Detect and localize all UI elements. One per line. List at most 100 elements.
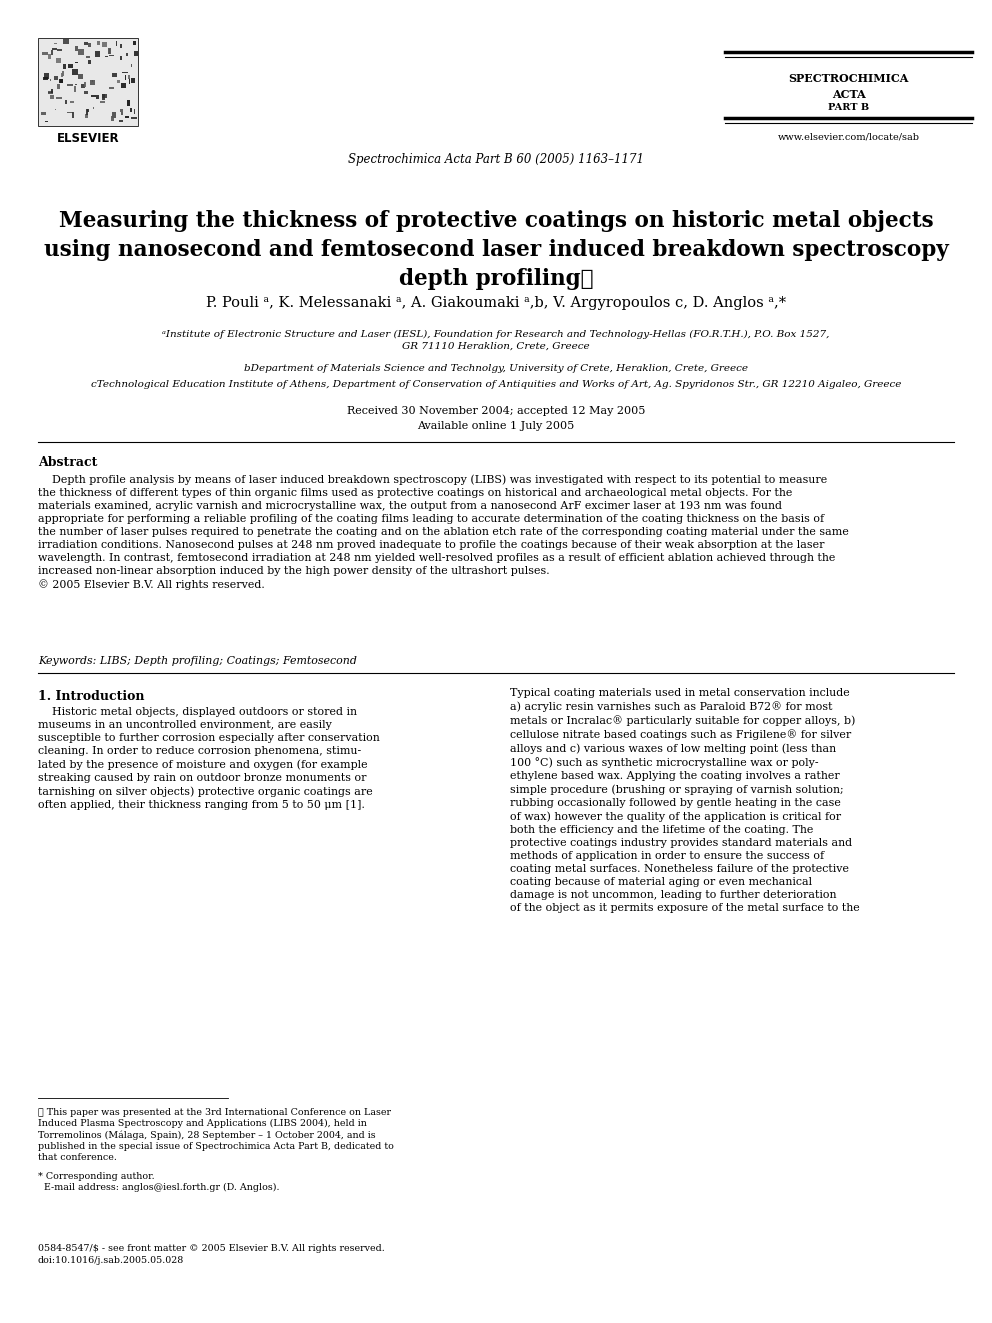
Bar: [131, 78, 135, 83]
Bar: [60, 79, 62, 83]
Bar: [72, 69, 77, 74]
Bar: [84, 114, 88, 119]
Text: 1. Introduction: 1. Introduction: [38, 691, 145, 703]
Text: Spectrochimica Acta Part B 60 (2005) 1163–1171: Spectrochimica Acta Part B 60 (2005) 116…: [348, 153, 644, 167]
Bar: [130, 108, 132, 112]
Bar: [112, 112, 116, 118]
Bar: [108, 48, 111, 54]
Text: P. Pouli ᵃ, K. Melessanaki ᵃ, A. Giakoumaki ᵃ,b, V. Argyropoulos c, D. Anglos ᵃ,: P. Pouli ᵃ, K. Melessanaki ᵃ, A. Giakoum…: [206, 296, 786, 310]
Text: Abstract: Abstract: [38, 456, 97, 468]
Bar: [41, 112, 46, 115]
Text: PART B: PART B: [828, 103, 869, 112]
Bar: [72, 112, 74, 118]
Bar: [120, 108, 123, 112]
Bar: [85, 56, 90, 58]
Bar: [65, 101, 66, 103]
Bar: [101, 94, 105, 101]
Text: SPECTROCHIMICA: SPECTROCHIMICA: [789, 73, 909, 83]
Bar: [63, 64, 66, 69]
Bar: [51, 95, 54, 98]
Text: ELSEVIER: ELSEVIER: [57, 131, 119, 144]
Bar: [129, 78, 130, 85]
Bar: [57, 49, 62, 52]
Bar: [85, 108, 88, 115]
Bar: [54, 75, 59, 81]
Bar: [52, 50, 54, 54]
Bar: [84, 42, 88, 45]
Bar: [62, 73, 63, 77]
Bar: [131, 65, 132, 67]
Bar: [121, 83, 126, 89]
Bar: [91, 95, 96, 97]
Bar: [133, 41, 136, 45]
Bar: [78, 49, 83, 54]
Bar: [51, 90, 54, 93]
Bar: [97, 41, 99, 45]
Bar: [88, 60, 91, 65]
Bar: [134, 52, 138, 56]
Bar: [95, 95, 99, 99]
Bar: [108, 49, 110, 54]
Text: ACTA: ACTA: [831, 89, 865, 99]
Bar: [112, 73, 117, 77]
Text: Measuring the thickness of protective coatings on historic metal objects
using n: Measuring the thickness of protective co…: [44, 210, 948, 290]
Bar: [119, 120, 123, 122]
Bar: [102, 42, 107, 48]
Bar: [66, 85, 72, 86]
Bar: [117, 81, 120, 83]
Bar: [84, 82, 86, 86]
Bar: [91, 79, 93, 82]
Bar: [42, 52, 48, 54]
Bar: [134, 108, 135, 114]
Text: Keywords: LIBS; Depth profiling; Coatings; Femtosecond: Keywords: LIBS; Depth profiling; Coating…: [38, 656, 357, 665]
Bar: [127, 99, 130, 106]
Bar: [74, 86, 76, 93]
Text: Depth profile analysis by means of laser induced breakdown spectroscopy (LIBS) w: Depth profile analysis by means of laser…: [38, 474, 849, 590]
Bar: [63, 38, 68, 44]
Bar: [38, 38, 138, 126]
Text: www.elsevier.com/locate/sab: www.elsevier.com/locate/sab: [778, 132, 920, 142]
Bar: [121, 112, 123, 115]
Bar: [52, 48, 57, 50]
Bar: [50, 79, 52, 81]
Bar: [131, 116, 137, 119]
Bar: [48, 90, 53, 94]
Bar: [68, 64, 72, 67]
Bar: [125, 75, 126, 79]
Bar: [111, 115, 114, 120]
Bar: [94, 52, 100, 57]
Bar: [105, 56, 108, 57]
Bar: [88, 44, 91, 48]
Bar: [126, 53, 128, 56]
Bar: [62, 71, 63, 75]
Bar: [61, 79, 63, 83]
Bar: [74, 62, 78, 64]
Bar: [83, 91, 88, 94]
Bar: [128, 75, 130, 78]
Bar: [92, 107, 94, 110]
Bar: [77, 74, 83, 79]
Bar: [108, 87, 114, 89]
Bar: [56, 97, 62, 98]
Text: * Corresponding author.
  E-mail address: anglos@iesl.forth.gr (D. Anglos).: * Corresponding author. E-mail address: …: [38, 1172, 280, 1192]
Text: ᵃInstitute of Electronic Structure and Laser (IESL), Foundation for Research and: ᵃInstitute of Electronic Structure and L…: [163, 329, 829, 351]
Bar: [69, 102, 73, 103]
Text: Received 30 November 2004; accepted 12 May 2005: Received 30 November 2004; accepted 12 M…: [347, 406, 645, 415]
Text: Historic metal objects, displayed outdoors or stored in
museums in an uncontroll: Historic metal objects, displayed outdoo…: [38, 706, 380, 810]
Text: Available online 1 July 2005: Available online 1 July 2005: [418, 421, 574, 431]
Bar: [49, 54, 52, 60]
Text: Typical coating materials used in metal conservation include
a) acrylic resin va: Typical coating materials used in metal …: [510, 688, 860, 913]
Bar: [80, 85, 85, 89]
Bar: [120, 56, 122, 60]
Bar: [102, 94, 106, 98]
Bar: [45, 74, 50, 79]
Bar: [125, 115, 129, 118]
Text: cTechnological Education Institute of Athens, Department of Conservation of Anti: cTechnological Education Institute of At…: [91, 380, 901, 389]
Bar: [75, 46, 77, 52]
Bar: [120, 45, 122, 48]
Bar: [57, 58, 62, 62]
Text: 0584-8547/$ - see front matter © 2005 Elsevier B.V. All rights reserved.
doi:10.: 0584-8547/$ - see front matter © 2005 El…: [38, 1244, 385, 1265]
Text: ★ This paper was presented at the 3rd International Conference on Laser
Induced : ★ This paper was presented at the 3rd In…: [38, 1107, 394, 1162]
Bar: [90, 79, 95, 85]
Bar: [86, 110, 89, 111]
